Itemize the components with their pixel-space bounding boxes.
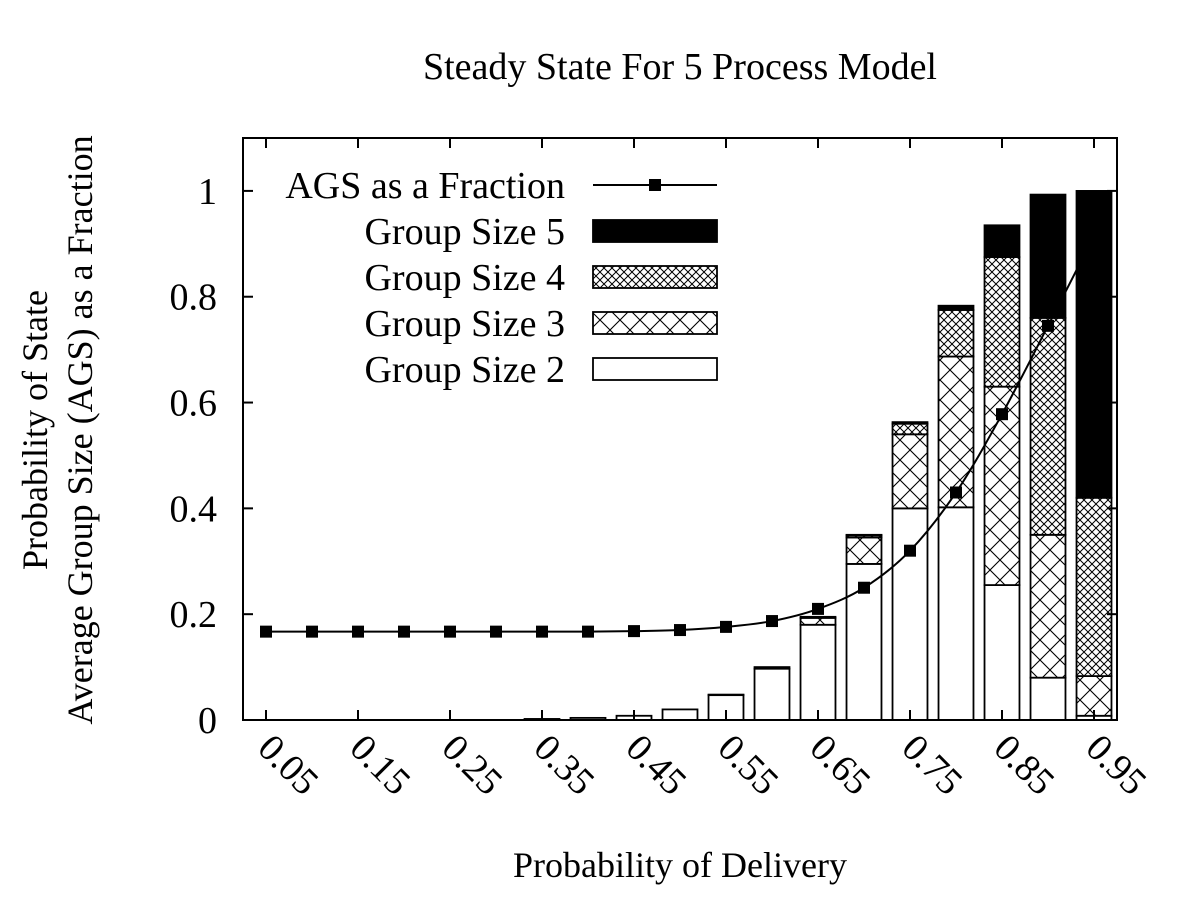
ags-point-18 (1088, 229, 1100, 242)
x-tick-label-6: 0.65 (802, 727, 879, 804)
ags-point-6 (536, 625, 548, 638)
bar-gs5-18 (1075, 190, 1113, 499)
ags-point-15 (950, 486, 962, 499)
x-tick-label-9: 0.95 (1078, 727, 1155, 804)
x-axis-label: Probability of Delivery (513, 845, 847, 885)
bar-gs4-15 (937, 309, 975, 358)
legend-swatch-2 (592, 265, 718, 289)
chart-title: Steady State For 5 Process Model (423, 46, 937, 88)
ags-point-5 (490, 625, 502, 638)
ags-point-17 (1042, 319, 1054, 332)
ags-point-16 (996, 408, 1008, 421)
ags-point-14 (904, 544, 916, 557)
bar-gs3-16 (983, 385, 1021, 586)
ags-point-4 (444, 625, 456, 638)
x-tick-label-4: 0.45 (618, 727, 695, 804)
bar-gs5-15 (937, 304, 975, 311)
ags-point-8 (628, 625, 640, 638)
bar-gs3-13 (845, 536, 883, 565)
bar-gs2-14 (891, 507, 929, 721)
bar-gs3-17 (1029, 533, 1067, 679)
y-axis-label: Probability of State Average Group Size … (15, 135, 100, 724)
x-tick-label-7: 0.75 (894, 727, 971, 804)
bar-gs3-10 (707, 693, 745, 697)
y-tick-label-3: 0.6 (170, 383, 218, 425)
x-tick-label-1: 0.15 (342, 727, 419, 804)
y-tick-label-0: 0 (198, 700, 217, 742)
legend-label-0: AGS as a Fraction (285, 165, 565, 207)
legend-marker-swatch (649, 179, 661, 191)
y-tick-label-4: 0.8 (170, 277, 218, 319)
ags-point-11 (766, 615, 778, 628)
ags-point-1 (306, 625, 318, 638)
ags-point-3 (398, 625, 410, 638)
y-tick-label-1: 0.2 (170, 594, 218, 636)
bar-gs2-12 (799, 623, 837, 721)
plot-frame (242, 137, 1118, 721)
x-tick-label-0: 0.05 (250, 727, 327, 804)
x-tick-label-5: 0.55 (710, 727, 787, 804)
bar-gs2-15 (937, 506, 975, 721)
ags-point-2 (352, 625, 364, 638)
x-tick-label-3: 0.35 (526, 727, 603, 804)
bar-gs4-16 (983, 256, 1021, 388)
bar-gs3-18 (1075, 675, 1113, 717)
legend-swatch-4 (592, 357, 718, 381)
y-axis-label-line-1: Probability of State (15, 290, 55, 570)
bar-gs4-14 (891, 422, 929, 436)
bar-gs4-12 (799, 615, 837, 619)
legend-swatch-1 (592, 219, 718, 243)
x-tick-label-2: 0.25 (434, 727, 511, 804)
bar-gs4-18 (1075, 496, 1113, 677)
bar-gs3-15 (937, 355, 975, 509)
legend-label-4: Group Size 2 (364, 349, 565, 391)
ags-point-0 (260, 625, 272, 638)
legend-label-1: Group Size 5 (364, 211, 565, 253)
ags-point-10 (720, 620, 732, 633)
y-axis-label-line-2: Average Group Size (AGS) as a Fraction (60, 135, 100, 724)
bar-gs2-9 (661, 708, 699, 721)
bar-gs3-11 (753, 666, 791, 670)
ags-point-13 (858, 581, 870, 594)
bar-gs5-13 (845, 533, 883, 537)
legend-swatch-3 (592, 311, 718, 335)
legend-label-2: Group Size 4 (364, 257, 565, 299)
x-tick-label-8: 0.85 (986, 727, 1063, 804)
bar-gs2-11 (753, 667, 791, 721)
legend-label-3: Group Size 3 (364, 303, 565, 345)
y-tick-label-5: 1 (198, 171, 217, 213)
line-layer (260, 229, 1100, 638)
ags-point-12 (812, 602, 824, 615)
bar-gs2-16 (983, 584, 1021, 721)
bar-gs5-17 (1029, 193, 1067, 319)
bar-gs5-16 (983, 224, 1021, 258)
bar-gs3-12 (799, 616, 837, 626)
bar-gs2-17 (1029, 676, 1067, 721)
y-tick-label-2: 0.4 (170, 488, 218, 530)
ags-point-7 (582, 625, 594, 638)
bar-gs5-14 (891, 421, 929, 425)
ags-point-9 (674, 624, 686, 637)
bar-gs3-14 (891, 433, 929, 510)
